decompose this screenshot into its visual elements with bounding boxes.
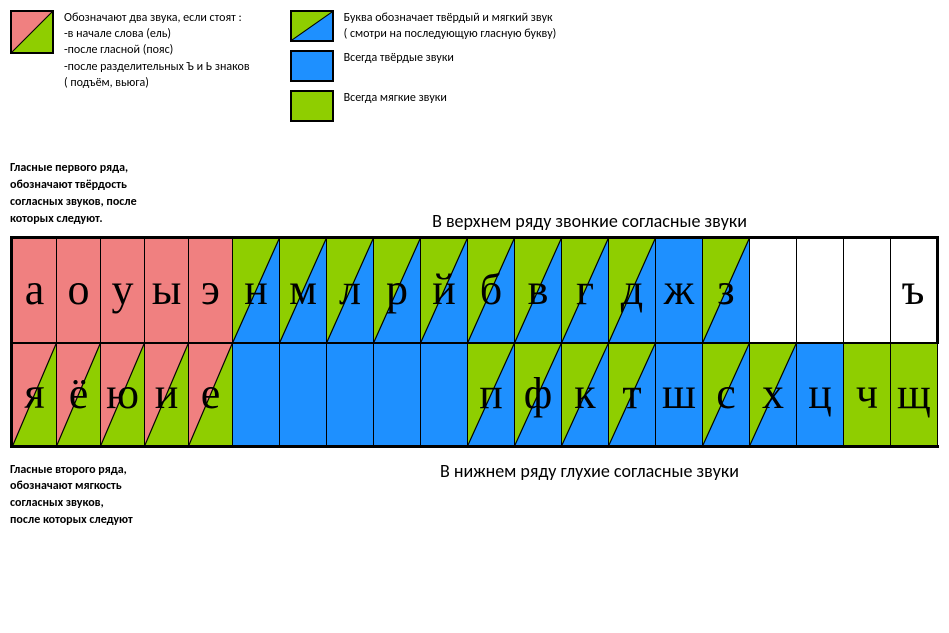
letter-cell-н: н: [233, 239, 280, 342]
bottom-caption-area: Гласные второго ряда,обозначают мягкость…: [10, 454, 939, 537]
letter-cell-п: п: [468, 344, 515, 445]
letter-cell-к: к: [562, 344, 609, 445]
legend-swatch-pink-green: [10, 10, 54, 54]
letter-glyph: б: [480, 268, 502, 312]
letter-cell-ш: ш: [656, 344, 703, 445]
letter-glyph: ж: [664, 268, 694, 312]
legend-text: Всегда мягкие звуки: [344, 90, 447, 106]
letter-glyph: ш: [662, 372, 696, 416]
letter-glyph: е: [201, 372, 221, 416]
letter-cell-р: р: [374, 239, 421, 342]
table-row: я ё ю и е п ф к: [13, 342, 936, 445]
letter-glyph: ъ: [902, 268, 925, 312]
legend-item-right-2: Всегда мягкие звуки: [290, 90, 557, 122]
letter-glyph: й: [432, 268, 456, 312]
legend-item-two-sounds: Обозначают два звука, если стоят :-в нач…: [10, 10, 250, 91]
letter-glyph: м: [289, 268, 317, 312]
legend-swatch: [290, 10, 334, 42]
letter-cell-и: и: [145, 344, 189, 445]
heading-bottom: В нижнем ряду глухие согласные звуки: [240, 460, 939, 482]
letter-glyph: л: [339, 268, 361, 312]
letter-glyph: щ: [897, 372, 931, 416]
letter-cell-й: й: [421, 239, 468, 342]
top-caption-area: Гласные первого ряда,обозначают твёрдост…: [10, 152, 939, 235]
empty-cell: [374, 344, 421, 445]
letter-cell-ё: ё: [57, 344, 101, 445]
letter-cell-ц: ц: [797, 344, 844, 445]
letter-cell-э: э: [189, 239, 233, 342]
letter-cell-м: м: [280, 239, 327, 342]
letter-glyph: з: [717, 268, 734, 312]
letter-glyph: о: [68, 268, 90, 312]
legend-item-right-1: Всегда твёрдые звуки: [290, 50, 557, 82]
letter-glyph: в: [528, 268, 549, 312]
legend-left-col: Обозначают два звука, если стоят :-в нач…: [10, 10, 250, 122]
letter-cell-а: а: [13, 239, 57, 342]
letter-cell-щ: щ: [891, 344, 938, 445]
alphabet-table: аоуыэ н м л р й б в: [10, 236, 939, 448]
letter-cell-х: х: [750, 344, 797, 445]
letter-glyph: р: [386, 268, 408, 312]
letter-cell-ч: ч: [844, 344, 891, 445]
letter-glyph: и: [155, 372, 179, 416]
letter-glyph: х: [762, 372, 784, 416]
letter-cell-ы: ы: [145, 239, 189, 342]
letter-glyph: э: [201, 268, 220, 312]
letter-cell-г: г: [562, 239, 609, 342]
letter-cell-ж: ж: [656, 239, 703, 342]
letter-cell-д: д: [609, 239, 656, 342]
letter-glyph: к: [574, 372, 595, 416]
letter-glyph: ч: [856, 372, 878, 416]
legend-swatch: [290, 90, 334, 122]
letter-cell-з: з: [703, 239, 750, 342]
empty-cell: [750, 239, 797, 342]
letter-cell-б: б: [468, 239, 515, 342]
legend-area: Обозначают два звука, если стоят :-в нач…: [10, 10, 939, 122]
letter-cell-о: о: [57, 239, 101, 342]
empty-cell: [233, 344, 280, 445]
empty-cell: [844, 239, 891, 342]
letter-glyph: ф: [524, 372, 553, 416]
letter-cell-ю: ю: [101, 344, 145, 445]
letter-cell-л: л: [327, 239, 374, 342]
letter-cell-ф: ф: [515, 344, 562, 445]
table-row: аоуыэ н м л р й б в: [13, 239, 936, 342]
letter-cell-с: с: [703, 344, 750, 445]
heading-top: В верхнем ряду звонкие согласные звуки: [240, 210, 939, 232]
letter-glyph: н: [244, 268, 268, 312]
legend-item-right-0: Буква обозначает твёрдый и мягкий звук( …: [290, 10, 557, 42]
letter-glyph: ю: [106, 372, 139, 416]
empty-cell: [797, 239, 844, 342]
letter-cell-в: в: [515, 239, 562, 342]
letter-glyph: у: [112, 268, 134, 312]
legend-swatch: [290, 50, 334, 82]
letter-cell-ъ: ъ: [891, 239, 935, 342]
letter-cell-е: е: [189, 344, 233, 445]
empty-cell: [327, 344, 374, 445]
letter-glyph: п: [479, 372, 503, 416]
letter-cell-ь: ь: [938, 344, 949, 445]
caption-vowels-first-row: Гласные первого ряда,обозначают твёрдост…: [10, 160, 240, 227]
letter-glyph: а: [25, 268, 45, 312]
letter-glyph: ц: [808, 372, 832, 416]
letter-glyph: я: [24, 372, 44, 416]
legend-text-two-sounds: Обозначают два звука, если стоят :-в нач…: [64, 10, 250, 91]
letter-glyph: ё: [69, 372, 89, 416]
letter-cell-я: я: [13, 344, 57, 445]
letter-glyph: т: [622, 372, 641, 416]
letter-glyph: ы: [152, 268, 182, 312]
legend-text: Буква обозначает твёрдый и мягкий звук( …: [344, 10, 557, 42]
letter-glyph: с: [716, 372, 736, 416]
legend-right-col: Буква обозначает твёрдый и мягкий звук( …: [290, 10, 557, 122]
empty-cell: [280, 344, 327, 445]
letter-glyph: д: [621, 268, 643, 312]
caption-vowels-second-row: Гласные второго ряда,обозначают мягкость…: [10, 462, 240, 529]
letter-cell-т: т: [609, 344, 656, 445]
empty-cell: [421, 344, 468, 445]
letter-glyph: г: [576, 268, 594, 312]
letter-cell-у: у: [101, 239, 145, 342]
legend-text: Всегда твёрдые звуки: [344, 50, 454, 66]
